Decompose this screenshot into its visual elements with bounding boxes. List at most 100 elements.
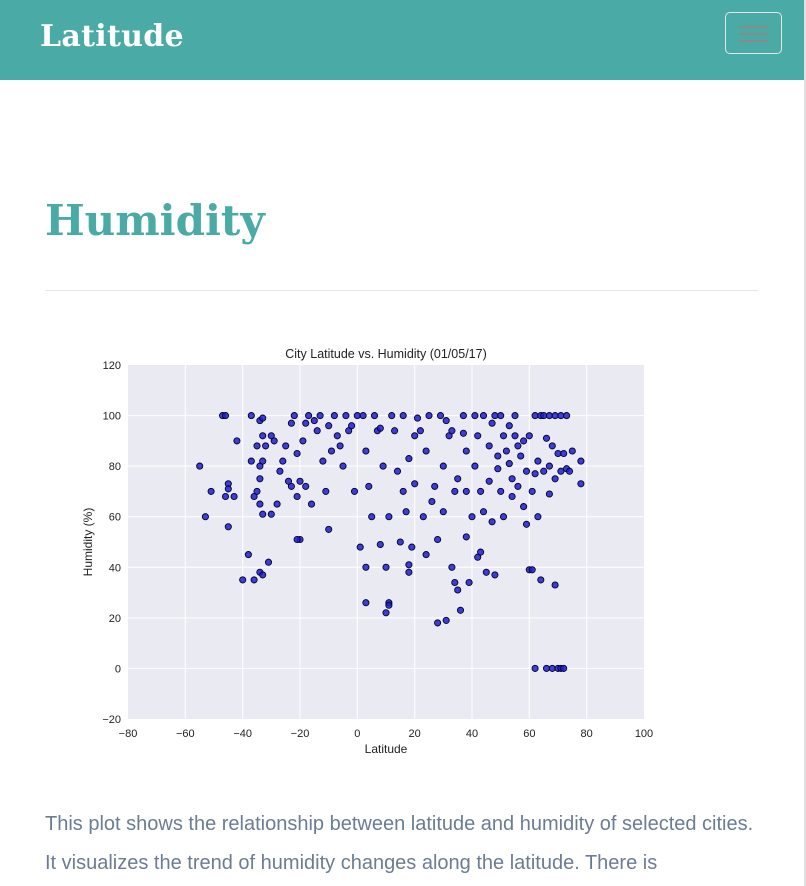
x-tick-label: −60 <box>176 728 195 740</box>
y-tick-label: 40 <box>109 562 121 574</box>
data-point <box>239 576 247 584</box>
data-point <box>196 462 204 470</box>
data-point <box>379 462 387 470</box>
data-point <box>405 568 413 576</box>
x-tick-labels: −80 −60 −40 −20 0 20 40 60 80 100 <box>119 728 654 740</box>
data-point <box>316 412 324 420</box>
data-point <box>259 510 267 518</box>
data-point <box>287 419 295 427</box>
y-tick-labels: −20 0 20 40 60 80 100 120 <box>102 360 121 726</box>
scrollbar-edge <box>804 0 806 886</box>
data-point <box>259 457 267 465</box>
data-point <box>376 540 384 549</box>
data-point <box>488 419 496 427</box>
data-point <box>520 503 528 511</box>
data-point <box>485 477 493 485</box>
data-point <box>525 432 533 440</box>
data-point <box>462 533 470 541</box>
data-point <box>551 412 559 420</box>
data-point <box>551 475 559 483</box>
data-point <box>491 571 499 579</box>
data-point <box>434 619 442 627</box>
data-point <box>528 487 536 495</box>
data-point <box>411 432 419 440</box>
chart-title: City Latitude vs. Humidity (01/05/17) <box>285 347 486 361</box>
data-point <box>537 576 545 584</box>
data-point <box>436 412 445 420</box>
y-tick-label: 120 <box>103 360 121 372</box>
data-point <box>557 467 565 475</box>
data-point <box>577 480 585 488</box>
data-point <box>471 412 479 420</box>
y-tick-label: 20 <box>109 613 121 625</box>
data-point <box>348 422 356 430</box>
data-point <box>494 465 502 473</box>
data-point <box>382 563 390 571</box>
data-point <box>545 490 553 498</box>
data-point <box>416 427 424 435</box>
data-point <box>327 447 336 455</box>
data-point <box>264 558 273 566</box>
data-point <box>431 482 439 490</box>
data-point <box>270 437 278 445</box>
data-point <box>442 417 450 425</box>
data-point <box>422 551 430 559</box>
y-tick-label: −20 <box>102 714 121 726</box>
data-point <box>250 492 258 501</box>
data-point <box>250 576 258 584</box>
data-point <box>353 412 361 420</box>
data-point <box>296 477 304 485</box>
data-point <box>514 442 522 450</box>
data-point <box>508 475 516 483</box>
y-axis-label: Humidity (%) <box>81 508 95 577</box>
x-tick-label: 20 <box>409 728 421 740</box>
data-point <box>279 457 287 465</box>
data-point <box>325 422 333 430</box>
x-axis-label: Latitude <box>365 742 408 756</box>
brand-link[interactable]: Latitude <box>40 19 184 54</box>
data-point <box>342 412 350 420</box>
data-point <box>459 429 467 437</box>
data-point <box>531 470 539 478</box>
data-point <box>362 563 370 571</box>
data-point <box>310 417 318 425</box>
data-point <box>393 467 402 475</box>
data-point <box>396 538 404 546</box>
data-point <box>428 497 436 506</box>
data-point <box>207 487 215 495</box>
data-point <box>333 432 341 440</box>
data-point <box>330 412 338 420</box>
hamburger-icon-bar <box>739 40 769 42</box>
data-point <box>244 551 252 559</box>
data-point <box>399 487 407 495</box>
data-point <box>365 482 373 490</box>
data-point <box>221 492 230 501</box>
menu-toggle-button[interactable] <box>725 12 782 54</box>
data-point <box>451 578 459 587</box>
data-point <box>477 487 485 495</box>
data-point <box>551 581 559 589</box>
data-point <box>325 525 333 533</box>
data-point <box>471 462 479 470</box>
data-point <box>488 518 496 526</box>
data-point <box>413 414 422 422</box>
divider <box>45 290 758 291</box>
data-point <box>497 412 505 420</box>
data-point <box>499 513 508 521</box>
chart-description: This plot shows the relationship between… <box>45 813 754 874</box>
data-point <box>454 475 462 483</box>
data-point <box>350 487 359 495</box>
data-point <box>273 500 281 508</box>
data-point <box>287 482 295 490</box>
data-point <box>477 548 485 556</box>
data-point <box>548 442 556 450</box>
data-point <box>505 460 513 468</box>
data-point <box>485 442 493 450</box>
data-point <box>362 447 370 455</box>
data-point <box>253 442 261 450</box>
plot-area <box>128 365 644 719</box>
data-point <box>468 513 476 521</box>
data-point <box>302 419 310 427</box>
data-point <box>305 412 313 420</box>
data-point <box>201 513 209 521</box>
